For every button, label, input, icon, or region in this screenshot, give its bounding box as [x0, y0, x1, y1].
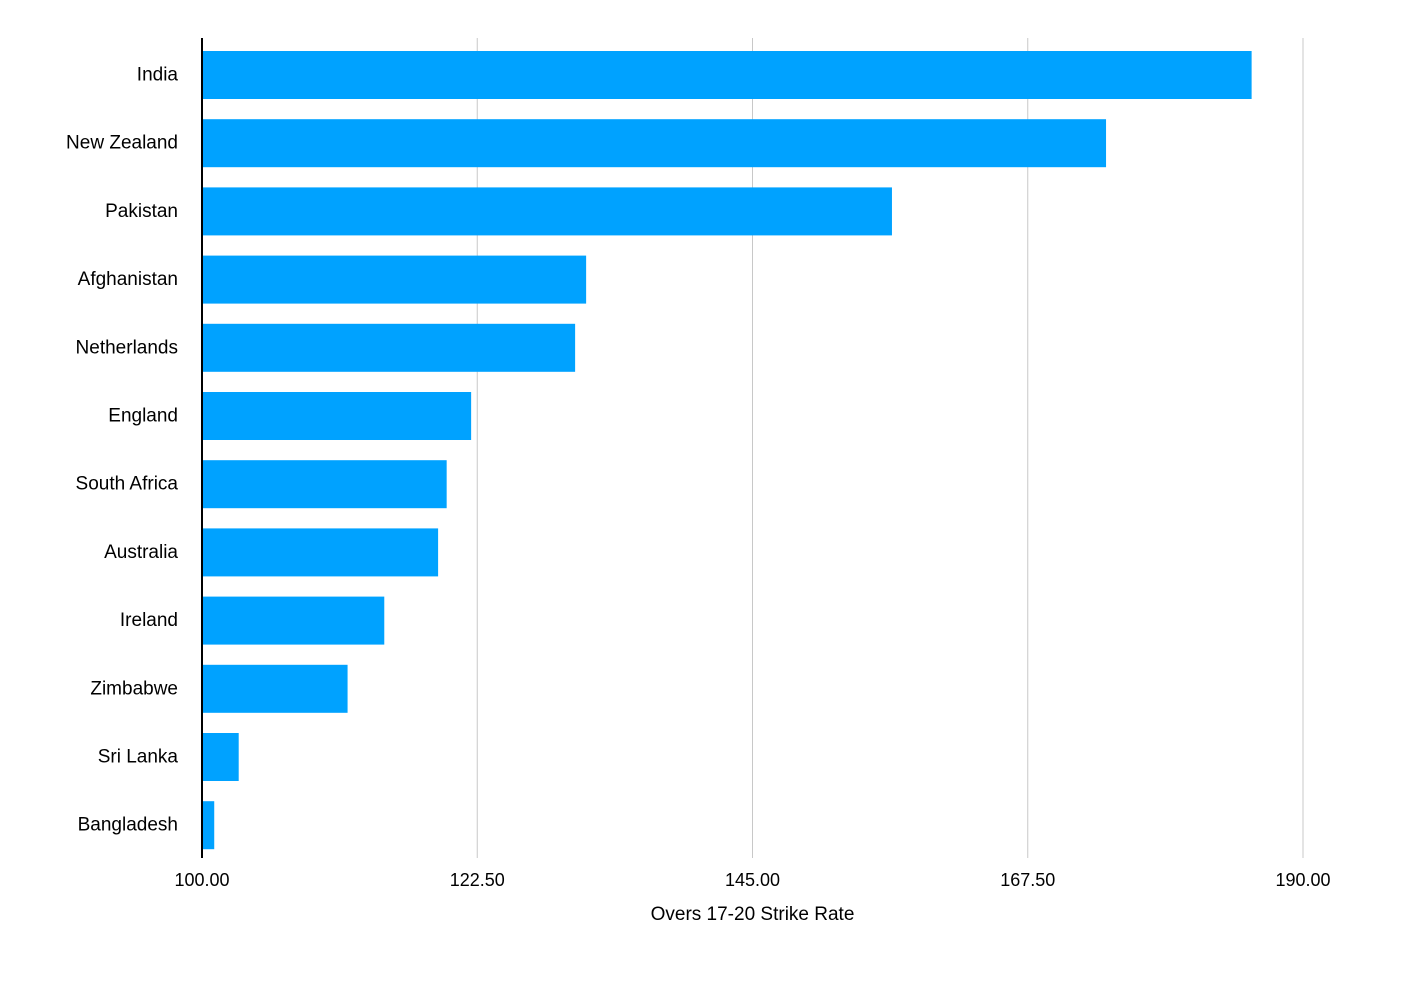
bar [202, 664, 348, 713]
x-tick-label: 190.00 [1275, 870, 1330, 890]
x-tick-label: 100.00 [174, 870, 229, 890]
bar [202, 392, 472, 440]
category-label: New Zealand [66, 133, 178, 154]
bar [202, 187, 892, 236]
category-label: Netherlands [76, 337, 178, 358]
category-label: Australia [104, 542, 178, 563]
bar [202, 323, 576, 372]
bar [202, 733, 239, 781]
category-label: Afghanistan [78, 269, 178, 290]
category-label: Zimbabwe [90, 678, 178, 699]
x-tick-label: 145.00 [725, 870, 780, 890]
category-label: South Africa [76, 474, 179, 495]
category-label: Pakistan [105, 201, 178, 222]
x-tick-labels: 100.00 122.50 145.00 167.50 190.00 [174, 870, 1330, 890]
bar [202, 255, 587, 304]
bar [202, 51, 1252, 99]
x-axis-title: Overs 17-20 Strike Rate [651, 904, 855, 925]
gridlines [476, 38, 1304, 858]
bar [202, 119, 1107, 168]
category-label: Ireland [120, 610, 178, 631]
x-tick-label: 167.50 [1000, 870, 1055, 890]
bar [202, 528, 439, 577]
category-label: Bangladesh [78, 815, 178, 836]
x-tick-label: 122.50 [450, 870, 505, 890]
bars [202, 51, 1252, 850]
bar [202, 596, 385, 645]
category-label: India [137, 65, 179, 86]
category-label: Sri Lanka [98, 747, 179, 768]
category-label: England [108, 406, 178, 427]
bar [202, 460, 447, 509]
bar [202, 801, 215, 850]
category-labels: India New Zealand Pakistan Afghanistan Nethe… [66, 65, 178, 836]
